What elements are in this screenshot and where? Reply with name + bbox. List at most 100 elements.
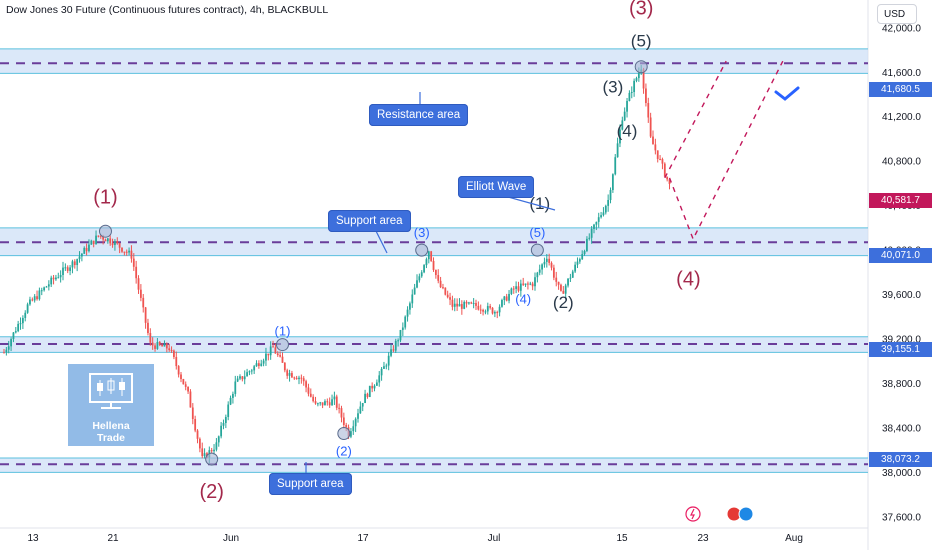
candle-body	[446, 294, 449, 298]
candle-body	[151, 342, 154, 346]
candle-body	[609, 190, 612, 200]
candle-body	[73, 261, 76, 266]
candle-body	[449, 297, 451, 300]
wave-label-minor: (3)	[414, 225, 430, 240]
candle-body	[451, 299, 454, 307]
candle-body	[550, 262, 553, 268]
candle-body	[626, 100, 628, 112]
candle-body	[168, 348, 171, 351]
candle-body	[154, 345, 156, 349]
candle-body	[331, 399, 333, 406]
candle-body	[210, 450, 213, 452]
candle-body	[307, 387, 310, 394]
candle-body	[62, 267, 64, 276]
candle-body	[543, 261, 546, 265]
candle-body	[224, 416, 227, 423]
candle-body	[196, 430, 199, 439]
x-tick-label: 17	[357, 533, 369, 544]
candle-body	[5, 349, 8, 353]
candle-body	[593, 224, 595, 229]
logo-text-line1: Hellena	[92, 420, 130, 432]
candle-body	[243, 376, 246, 380]
wave-label-minor: (5)	[529, 225, 545, 240]
candle-body	[45, 286, 48, 288]
candle-body	[85, 247, 88, 252]
candle-body	[64, 267, 67, 269]
candle-body	[335, 396, 338, 408]
candle-body	[40, 290, 43, 292]
candle-body	[442, 287, 444, 289]
wave-label-primary: (4)	[676, 269, 700, 291]
candle-body	[36, 296, 38, 300]
candle-body	[43, 287, 46, 291]
candle-body	[515, 286, 518, 289]
y-tick-label: 38,400.0	[882, 423, 921, 434]
candle-body	[588, 237, 591, 239]
candle-body	[17, 323, 20, 332]
candle-body	[647, 102, 650, 118]
pivot-marker	[337, 427, 351, 441]
candle-body	[125, 251, 128, 253]
currency-selector[interactable]: USD	[877, 4, 917, 24]
candle-body	[411, 294, 414, 304]
candle-body	[468, 302, 470, 304]
candle-body	[338, 407, 341, 409]
candle-body	[484, 311, 487, 313]
candle-body	[668, 179, 671, 184]
candle-body	[371, 385, 374, 389]
candle-body	[321, 402, 324, 406]
candle-body	[342, 417, 345, 425]
wave-label-minor: (4)	[515, 291, 531, 306]
candle-body	[378, 375, 381, 383]
candle-body	[538, 269, 541, 273]
candle-body	[352, 426, 355, 432]
candle-body	[581, 254, 584, 260]
candle-body	[623, 111, 626, 121]
candle-body	[453, 303, 456, 307]
candle-body	[477, 305, 480, 310]
candle-body	[491, 307, 494, 314]
candle-body	[548, 258, 551, 263]
candle-body	[104, 239, 107, 242]
candle-body	[33, 296, 36, 301]
candle-body	[132, 258, 135, 267]
candle-body	[189, 391, 192, 408]
elliott-wave-callout[interactable]: Elliott Wave	[458, 176, 535, 198]
candle-body	[314, 401, 317, 404]
candle-body	[163, 343, 166, 347]
candle-body	[57, 277, 60, 279]
candle-body	[47, 284, 50, 287]
candle-body	[463, 301, 466, 309]
pivot-marker	[530, 243, 544, 257]
candle-body	[213, 449, 215, 452]
candle-body	[401, 327, 404, 330]
candle-body	[385, 365, 388, 367]
candle-body	[404, 316, 407, 328]
support-area-callout-lower[interactable]: Support area	[269, 473, 352, 495]
candle-body	[350, 431, 352, 437]
candle-body	[76, 259, 79, 266]
candle-body	[10, 339, 12, 347]
candle-body	[630, 92, 633, 94]
resistance-area-callout[interactable]: Resistance area	[369, 104, 469, 126]
candle-body	[522, 283, 525, 285]
wave-label-primary: (2)	[199, 481, 223, 503]
candle-body	[78, 256, 81, 260]
candle-body	[425, 259, 428, 266]
candle-body	[416, 280, 418, 288]
candle-body	[503, 296, 506, 300]
candle-body	[524, 283, 527, 285]
logo-monitor-icon	[89, 373, 133, 409]
support-area-callout-upper[interactable]: Support area	[328, 210, 411, 232]
candle-body	[661, 159, 664, 164]
candle-body	[19, 323, 22, 325]
candle-body	[621, 120, 624, 130]
candle-body	[517, 286, 520, 291]
candle-body	[255, 363, 258, 367]
candle-body	[265, 353, 267, 361]
candle-body	[501, 299, 503, 307]
pivot-marker	[205, 452, 219, 466]
x-tick-label: 21	[107, 533, 119, 544]
candle-body	[364, 393, 366, 404]
